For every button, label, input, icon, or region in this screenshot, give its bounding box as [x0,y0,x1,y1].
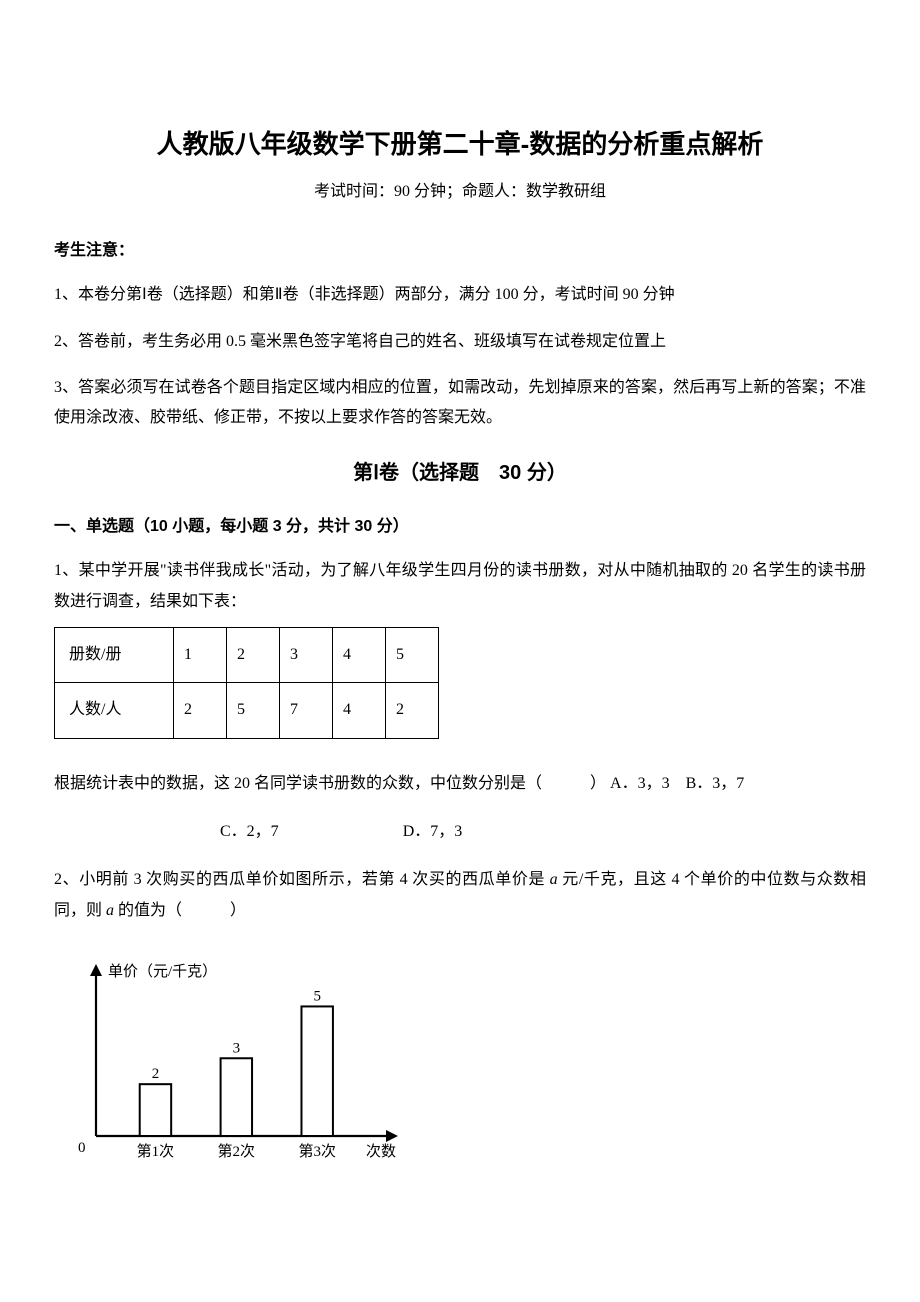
exam-page: 人教版八年级数学下册第二十章-数据的分析重点解析 考试时间：90 分钟；命题人：… [0,0,920,1302]
page-title: 人教版八年级数学下册第二十章-数据的分析重点解析 [54,120,866,169]
q2-text-c: 的值为（ ） [114,902,246,919]
svg-text:0: 0 [78,1140,86,1156]
q2-var-1: a [550,871,558,888]
q1-choice-b: B．3，7 [686,775,745,792]
q1-r1-c5: 5 [386,627,439,682]
q1-stem: 1、某中学开展"读书伴我成长"活动，为了解八年级学生四月份的读书册数，对从中随机… [54,556,866,617]
q1-r1-label: 册数/册 [55,627,174,682]
q1-choices-line1: 根据统计表中的数据，这 20 名同学读书册数的众数，中位数分别是（ ） A．3，… [54,769,866,799]
q2-stem: 2、小明前 3 次购买的西瓜单价如图所示，若第 4 次买的西瓜单价是 a 元/千… [54,865,866,926]
q1-r2-c4: 4 [333,683,386,738]
q1-stem-tail: 根据统计表中的数据，这 20 名同学读书册数的众数，中位数分别是（ ） [54,775,606,792]
svg-text:第3次: 第3次 [298,1142,336,1160]
q1-r2-c5: 2 [386,683,439,738]
q1-r2-c3: 7 [280,683,333,738]
q1-r1-c4: 4 [333,627,386,682]
bar-chart-svg: 0 单价（元/千克） 次数 2 第1次 3 第2次 5 第3次 [64,948,404,1168]
q1-choice-d: D．7，3 [403,823,463,840]
q1-choice-c: C．2，7 [220,817,279,847]
svg-text:次数: 次数 [366,1143,396,1160]
svg-text:第1次: 第1次 [137,1142,175,1160]
q1-table: 册数/册 1 2 3 4 5 人数/人 2 5 7 4 2 [54,627,439,739]
svg-text:3: 3 [233,1041,241,1057]
svg-text:单价（元/千克）: 单价（元/千克） [108,963,217,980]
notice-2: 2、答卷前，考生务必用 0.5 毫米黑色签字笔将自己的姓名、班级填写在试卷规定位… [54,327,866,357]
notice-1: 1、本卷分第Ⅰ卷（选择题）和第Ⅱ卷（非选择题）两部分，满分 100 分，考试时间… [54,280,866,310]
svg-text:第2次: 第2次 [218,1142,256,1160]
svg-text:5: 5 [313,989,321,1005]
q2-var-2: a [106,902,114,919]
q2-text-a: 2、小明前 3 次购买的西瓜单价如图所示，若第 4 次买的西瓜单价是 [54,871,550,888]
table-row: 人数/人 2 5 7 4 2 [55,683,439,738]
notice-heading: 考生注意： [54,236,866,266]
q1-r1-c2: 2 [227,627,280,682]
q1-choices-line2: C．2，7 D．7，3 [54,817,866,847]
q1-r2-c1: 2 [174,683,227,738]
q2-bar-chart: 0 单价（元/千克） 次数 2 第1次 3 第2次 5 第3次 [64,948,866,1179]
q1-r2-c2: 5 [227,683,280,738]
page-subtitle: 考试时间：90 分钟；命题人：数学教研组 [54,177,866,207]
q1-choice-a: A．3，3 [610,775,670,792]
part1-title: 第Ⅰ卷（选择题 30 分） [54,454,866,492]
q1-r1-c1: 1 [174,627,227,682]
q1-r2-label: 人数/人 [55,683,174,738]
single-choice-title: 一、单选题（10 小题，每小题 3 分，共计 30 分） [54,512,866,542]
notice-3: 3、答案必须写在试卷各个题目指定区域内相应的位置，如需改动，先划掉原来的答案，然… [54,373,866,434]
table-row: 册数/册 1 2 3 4 5 [55,627,439,682]
svg-text:2: 2 [152,1066,160,1082]
q1-r1-c3: 3 [280,627,333,682]
